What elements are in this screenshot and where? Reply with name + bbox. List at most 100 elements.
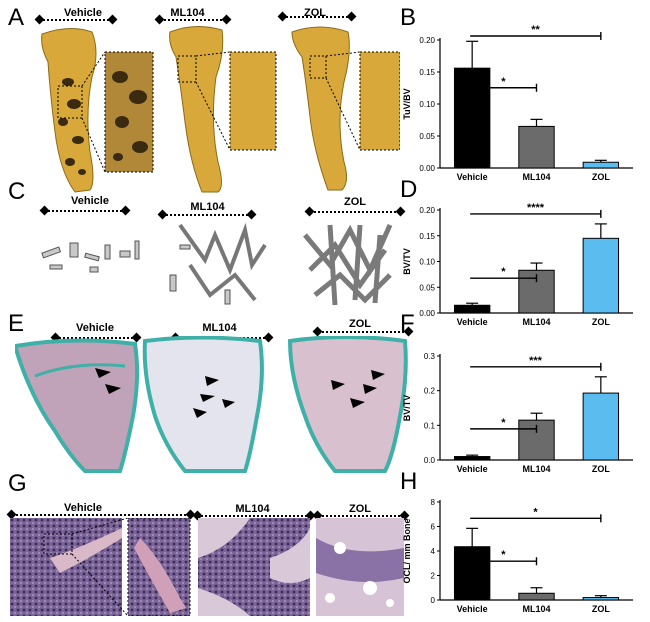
- chart-h-sig-label-1: *: [533, 506, 538, 518]
- chart-h: OCL/ mm Bone 0 2 4 6 8 Vehicle ML104 ZOL * *: [402, 498, 633, 614]
- chart-b-ytick-label: 0.00: [419, 164, 435, 173]
- chart-f-ylabel: BV/TV: [402, 395, 412, 422]
- panel-g-bracket-vehicle: [12, 514, 190, 516]
- chart-b-sig-label-0: *: [501, 76, 506, 88]
- bone-render-zol: [291, 26, 400, 191]
- panel-a-bone-images: [41, 26, 400, 193]
- chart-h-bar-0: [453, 546, 491, 601]
- panel-c-bracket-zol: [310, 211, 400, 213]
- chart-d-category-label-2: ZOL: [592, 317, 610, 327]
- panel-c-bracket-ml104: [163, 214, 251, 216]
- panel-letter-b: B: [400, 4, 417, 31]
- chart-h-ytick-label: 2: [431, 572, 436, 581]
- chart-f-ytick-label: 0.3: [424, 352, 436, 361]
- chart-h-category-label-0: Vehicle: [457, 604, 488, 614]
- chart-d-ytick-label: 0.10: [419, 258, 435, 267]
- chart-b-sig-label-1: **: [531, 24, 540, 36]
- chart-d-bar-2: [582, 237, 620, 314]
- chart-h-ylabel: OCL/ mm Bone: [402, 518, 412, 583]
- panel-g-he-images: [10, 518, 404, 616]
- panel-e-label-vehicle: Vehicle: [76, 322, 114, 334]
- chart-d-category-label-1: ML104: [522, 317, 550, 327]
- chart-h-ytick-label: 8: [431, 498, 436, 507]
- chart-d-ytick-label: 0.05: [419, 283, 435, 292]
- panel-c-label-ml104: ML104: [190, 201, 225, 213]
- chart-b: TuV/BV 0.00 0.05 0.10 0.15 0.20 Vehicle ML104 ZO…: [402, 24, 633, 182]
- chart-d-sig-label-1: ****: [527, 202, 545, 214]
- trabecular-vehicle: [41, 240, 140, 273]
- bone-render-ml104: [169, 26, 277, 193]
- panel-a-bracket-ml104: [160, 19, 226, 21]
- chart-h-sig-label-0: *: [501, 549, 506, 561]
- panel-c-bracket-vehicle: [45, 210, 125, 212]
- chart-b-category-label-2: ZOL: [592, 172, 610, 182]
- panel-e-bracket-zol: [318, 331, 408, 333]
- chart-f-sig-label-1: ***: [529, 355, 543, 367]
- chart-d-bar-0: [453, 304, 491, 314]
- chart-f-bar-2: [582, 392, 620, 461]
- panel-a-bracket-vehicle: [40, 19, 112, 21]
- panel-letter-d: D: [400, 176, 418, 203]
- chart-h-category-label-2: ZOL: [592, 604, 610, 614]
- chart-b-category-label-1: ML104: [522, 172, 550, 182]
- bone-render-vehicle: [41, 28, 154, 193]
- panel-a-label-vehicle: Vehicle: [64, 7, 102, 19]
- panel-e-label-ml104: ML104: [202, 322, 237, 334]
- chart-h-ytick-label: 4: [431, 547, 436, 556]
- chart-b-bar-1: [518, 125, 555, 169]
- chart-b-bar-0: [453, 67, 491, 169]
- histology-ml104-zol: [287, 336, 408, 473]
- chart-d-category-label-0: Vehicle: [457, 317, 488, 327]
- chart-h-category-label-1: ML104: [522, 604, 550, 614]
- panel-g-bracket-zol: [318, 515, 404, 517]
- panel-letter-h: H: [400, 468, 418, 495]
- chart-h-ytick-label: 6: [431, 523, 436, 532]
- chart-b-ytick-label: 0.20: [419, 36, 435, 45]
- histology-vehicle: [15, 338, 140, 473]
- panel-letter-g: G: [8, 470, 27, 497]
- chart-f-ytick-label: 0.0: [424, 456, 436, 465]
- chart-d-ytick-label: 0.20: [419, 206, 435, 215]
- chart-f-category-label-0: Vehicle: [457, 464, 488, 474]
- chart-f-sig-label-0: *: [501, 417, 506, 429]
- panel-c-label-zol: ZOL: [344, 196, 366, 208]
- panel-e-histology-images: [15, 336, 408, 473]
- chart-f-ytick-label: 0.2: [424, 387, 436, 396]
- chart-d-ytick-label: 0.15: [419, 232, 435, 241]
- chart-d-sig-label-0: *: [501, 266, 506, 278]
- chart-b-category-label-0: Vehicle: [457, 172, 488, 182]
- chart-b-ylabel: TuV/BV: [402, 88, 412, 119]
- chart-h-bar-2: [582, 597, 620, 601]
- panel-a-bracket-zol: [283, 16, 351, 18]
- chart-f-ytick-label: 0.1: [424, 421, 436, 430]
- trabecular-zol: [303, 223, 393, 306]
- chart-h-bar-1: [518, 592, 555, 601]
- he-zol: [316, 518, 404, 616]
- panel-c-trabecular-renders: [41, 222, 393, 306]
- panel-letter-a: A: [8, 4, 25, 31]
- chart-f-category-label-2: ZOL: [592, 464, 610, 474]
- panel-c-label-vehicle: Vehicle: [71, 195, 109, 207]
- chart-d-ytick-label: 0.00: [419, 309, 435, 318]
- trabecular-ml104: [169, 222, 267, 305]
- panel-a-label-ml104: ML104: [170, 7, 205, 19]
- panel-g-bracket-ml104: [198, 515, 310, 517]
- he-ml104: [198, 518, 310, 616]
- chart-b-ytick-label: 0.10: [419, 100, 435, 109]
- chart-f-category-label-1: ML104: [522, 464, 550, 474]
- panel-g-label-zol: ZOL: [349, 503, 371, 515]
- panel-g-label-vehicle: Vehicle: [64, 502, 102, 514]
- chart-h-ytick-label: 0: [431, 596, 436, 605]
- he-vehicle: [10, 518, 191, 616]
- panel-g-label-ml104: ML104: [235, 503, 270, 515]
- panel-e-label-zol: ZOL: [349, 318, 371, 330]
- chart-b-bar-2: [582, 161, 620, 169]
- chart-b-ytick-label: 0.15: [419, 68, 435, 77]
- panel-letter-c: C: [8, 178, 26, 205]
- chart-b-ytick-label: 0.05: [419, 132, 435, 141]
- chart-d-ylabel: BV/TV: [402, 248, 412, 275]
- chart-f-bar-0: [453, 456, 491, 461]
- chart-d: BV/TV 0.00 0.05 0.10 0.15 0.20 Vehicle ML104 ZOL…: [402, 202, 633, 327]
- panel-e-bracket-vehicle: [56, 337, 136, 339]
